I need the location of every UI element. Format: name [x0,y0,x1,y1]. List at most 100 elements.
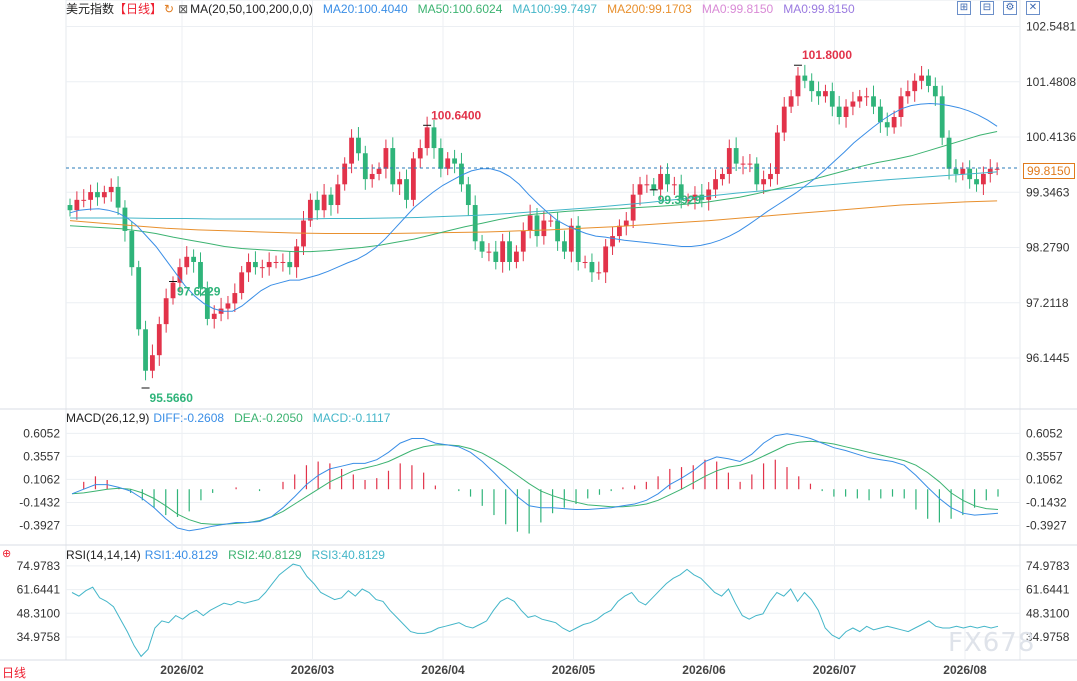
rsi-legend-item-2: RSI3:40.8129 [311,548,385,562]
candle-body-130 [960,168,966,174]
annotation-label-0: 100.6400 [431,108,481,122]
candle-body-89 [678,184,684,200]
candle-body-57 [459,163,464,185]
candle-body-85 [651,184,657,190]
ma-indicator-icon[interactable]: ⊠ [178,2,189,16]
candle-body-17 [184,256,190,268]
candle-body-110 [823,91,828,97]
macd-legend: DIFF:-0.2608 DEA:-0.2050 MACD:-0.1117 [153,411,400,425]
rsi-legend: RSI1:40.8129 RSI2:40.8129 RSI3:40.8129 [145,548,395,562]
candle-body-83 [637,184,643,195]
close-icon[interactable]: ✕ [1026,1,1040,15]
macd-tick-right-1: 0.3557 [1026,449,1063,463]
candle-body-47 [390,148,396,185]
candle-body-70 [548,220,554,222]
candle-body-124 [919,75,924,81]
candle-body-6 [108,186,114,193]
price-tick-right-5: 97.2118 [1026,296,1069,310]
macd-legend-item-1: DEA:-0.2050 [234,411,303,425]
rsi-tick-right-3: 34.9758 [1026,630,1070,644]
candle-body-69 [541,220,547,237]
candle-body-84 [644,184,650,186]
candle-body-107 [802,75,808,81]
x-tick-2: 2026/04 [421,663,465,677]
candle-body-40 [342,163,348,185]
macd-tick-right-3: -0.1432 [1026,495,1067,509]
candle-body-115 [857,96,863,102]
candle-body-14 [163,298,169,325]
candle-body-11 [143,329,148,371]
candle-body-103 [774,132,780,174]
period-tag[interactable]: 日线 [2,666,27,680]
candle-body-98 [740,163,746,165]
candle-body-116 [864,96,870,98]
dea-line [71,440,999,525]
candle-body-79 [610,236,615,247]
crosshair-icon[interactable]: ⊕ [2,548,12,560]
candle-body-59 [472,205,478,242]
candle-body-75 [582,261,588,263]
annotation-label-3: 97.6229 [177,285,221,299]
ma-legend-item-4: MA0:99.8150 [701,2,774,16]
symbol-name: 美元指数 [66,2,115,16]
annotation-label-1: 101.8000 [802,48,852,62]
candle-body-37 [321,194,327,211]
candle-body-54 [438,148,444,169]
candle-body-44 [369,173,375,180]
zoom-in-icon[interactable]: ⊞ [957,1,971,15]
candle-body-33 [294,246,300,268]
candle-body-2 [81,199,87,201]
candle-body-67 [527,215,533,231]
candle-body-63 [500,241,506,262]
candle-body-12 [150,355,155,371]
candle-body-120 [891,117,897,128]
rsi-tick-right-0: 74.9783 [1026,559,1070,573]
candle-body-7 [115,186,121,208]
candle-body-36 [314,199,320,211]
rsi-legend-item-0: RSI1:40.8129 [144,548,219,562]
rsi-tick-right-2: 48.3100 [1026,606,1070,620]
candle-body-90 [685,199,691,201]
price-tick-right-2: 100.4136 [1026,130,1076,144]
candle-body-129 [953,168,959,174]
candle-body-64 [507,241,512,262]
candle-body-101 [761,179,767,185]
macd-tick-left-0: 0.6052 [23,426,60,440]
candle-body-128 [946,137,952,169]
candle-body-109 [816,91,821,97]
candle-body-81 [623,220,629,226]
candle-body-117 [871,96,876,107]
candle-body-104 [781,106,787,133]
candle-body-45 [376,168,382,174]
candle-body-43 [362,153,368,180]
candle-body-133 [980,173,986,185]
candle-body-87 [665,173,670,185]
candle-body-94 [713,179,718,190]
x-tick-6: 2026/08 [943,663,987,677]
period-label[interactable]: 【日线】 [114,2,163,16]
candle-body-135 [994,168,1000,170]
main-chart-header: 美元指数【日线】 ↻ ⊠ MA(20,50,100,200,0,0) MA20:100.… [66,2,875,16]
candle-body-51 [417,148,423,159]
candle-body-71 [555,220,561,242]
candle-body-119 [884,122,890,128]
candle-body-46 [383,148,389,169]
candle-body-62 [493,251,499,262]
candle-body-49 [404,179,409,200]
settings-icon[interactable]: ⚙ [1003,1,1017,15]
candle-body-80 [617,225,622,237]
candle-body-114 [850,101,856,107]
candle-body-19 [198,261,203,288]
candle-body-41 [349,137,354,164]
candle-body-32 [287,261,293,268]
candle-body-27 [253,261,258,268]
refresh-icon[interactable]: ↻ [164,2,175,16]
ma-params: MA(20,50,100,200,0,0) [190,2,313,16]
zoom-out-icon[interactable]: ⊟ [980,1,994,15]
macd-params: MACD(26,12,9) [66,411,150,425]
ma50-line [69,131,998,253]
candle-body-16 [177,267,183,283]
candle-body-106 [795,75,801,97]
watermark: FX678 [948,628,1036,658]
